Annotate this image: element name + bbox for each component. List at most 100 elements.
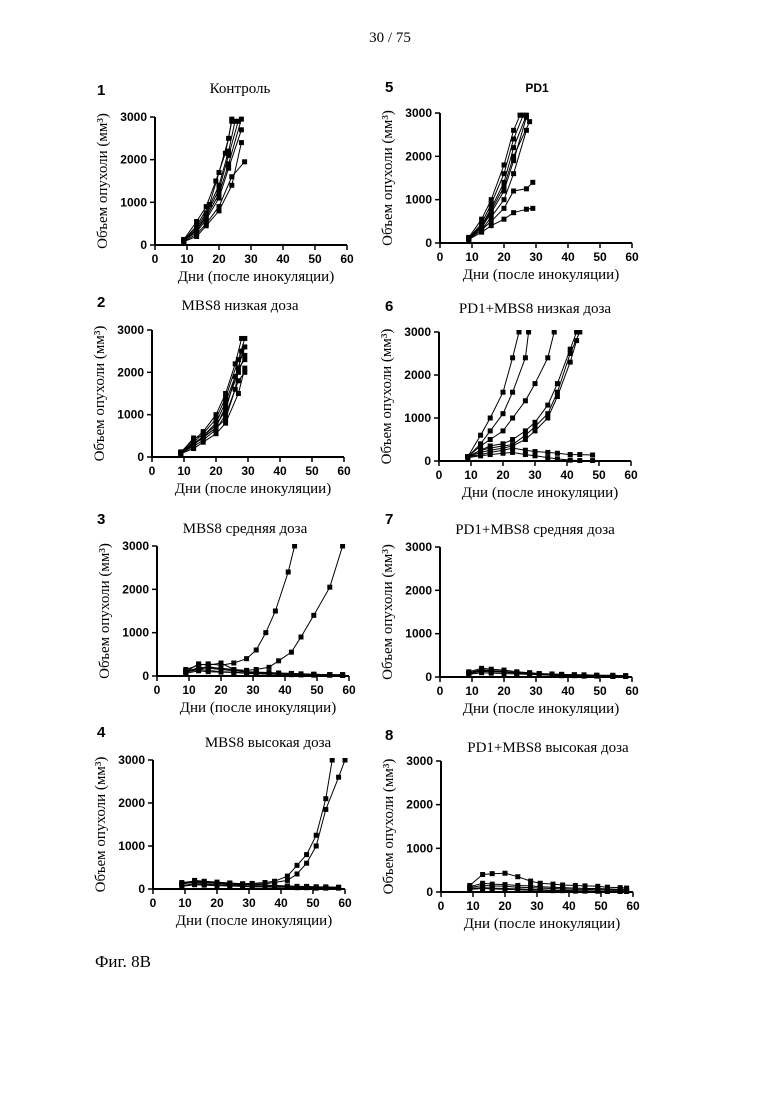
data-point [304,861,309,866]
data-point [194,234,199,239]
data-point [343,758,348,763]
data-point [254,648,259,653]
panel-number: 4 [97,724,106,741]
chart-panel-1: 1Контроль01020304050600100020003000Дни (… [95,81,354,285]
x-axis-label: Дни (после инокуляции) [180,700,336,716]
data-point [327,673,332,678]
data-point [490,886,495,891]
data-point [527,119,532,124]
panel-number: 8 [385,727,393,744]
x-tick-label: 30 [241,464,255,478]
data-point [480,872,485,877]
plot-area [466,113,535,242]
x-tick-label: 40 [274,896,288,910]
y-tick-label: 1000 [122,626,149,640]
y-axis-label: Объем опухоли (мм³) [379,329,395,465]
x-axis-label: Дни (после инокуляции) [463,267,619,283]
figure-caption: Фиг. 8B [95,952,151,972]
y-tick-label: 0 [425,236,432,250]
data-point [572,672,577,677]
data-point [244,656,249,661]
y-axis-label: Объем опухоли (мм³) [95,113,111,249]
y-tick-label: 2000 [120,153,147,167]
panel-number: 2 [97,294,105,311]
x-tick-label: 30 [529,684,543,698]
plot-area [467,871,629,894]
data-point [510,390,515,395]
plot-area [183,544,345,679]
data-point [552,330,557,335]
y-axis-label: Объем опухоли (мм³) [380,544,396,680]
x-tick-label: 20 [214,683,228,697]
data-point [528,879,533,884]
y-tick-label: 0 [426,885,433,899]
data-point [503,871,508,876]
data-point [480,886,485,891]
data-point [523,452,528,457]
x-tick-label: 40 [276,252,290,266]
data-point [510,355,515,360]
data-point [510,437,515,442]
y-tick-label: 0 [425,670,432,684]
data-point [263,630,268,635]
x-tick-label: 40 [561,250,575,264]
x-tick-label: 0 [149,464,156,478]
data-point [489,208,494,213]
y-tick-label: 3000 [122,539,149,553]
x-tick-label: 0 [150,896,157,910]
data-point [311,672,316,677]
x-axis-label: Дни (после инокуляции) [462,485,618,501]
data-point [560,888,565,893]
panel-number: 5 [385,79,393,96]
series-line-2 [186,546,343,672]
data-point [194,223,199,228]
x-tick-label: 10 [178,896,192,910]
x-tick-label: 50 [305,464,319,478]
data-point [327,585,332,590]
data-point [178,451,183,456]
chart-panel-7: 7PD1+MBS8 средняя доза010203040506001000… [380,511,639,717]
data-point [501,443,506,448]
x-tick-label: 20 [212,252,226,266]
data-point [214,431,219,436]
data-point [229,117,234,122]
data-point [502,217,507,222]
data-point [466,671,471,676]
data-point [533,453,538,458]
x-tick-label: 10 [465,250,479,264]
data-point [336,885,341,890]
data-point [467,887,472,892]
data-point [239,336,244,341]
series-line-6 [181,360,245,453]
chart-panel-2: 2MBS8 низкая доза01020304050600100020003… [92,294,351,497]
data-point [323,796,328,801]
data-point [523,355,528,360]
data-point [511,210,516,215]
x-tick-label: 60 [625,250,639,264]
data-point [285,874,290,879]
data-point [510,450,515,455]
y-tick-label: 2000 [118,796,145,810]
data-point [323,885,328,890]
data-point [510,446,515,451]
data-point [523,428,528,433]
data-point [336,775,341,780]
y-tick-label: 1000 [406,841,433,855]
data-point [179,881,184,886]
data-point [254,671,259,676]
data-point [488,446,493,451]
data-point [533,449,538,454]
data-point [223,391,228,396]
data-point [524,186,529,191]
data-point [217,208,222,213]
data-point [239,140,244,145]
y-tick-label: 3000 [406,754,433,768]
x-tick-label: 20 [209,464,223,478]
data-point [295,871,300,876]
data-point [273,609,278,614]
y-tick-label: 3000 [405,106,432,120]
data-point [530,180,535,185]
x-tick-label: 60 [626,899,640,913]
data-point [511,128,516,133]
series-line-2 [182,760,345,885]
